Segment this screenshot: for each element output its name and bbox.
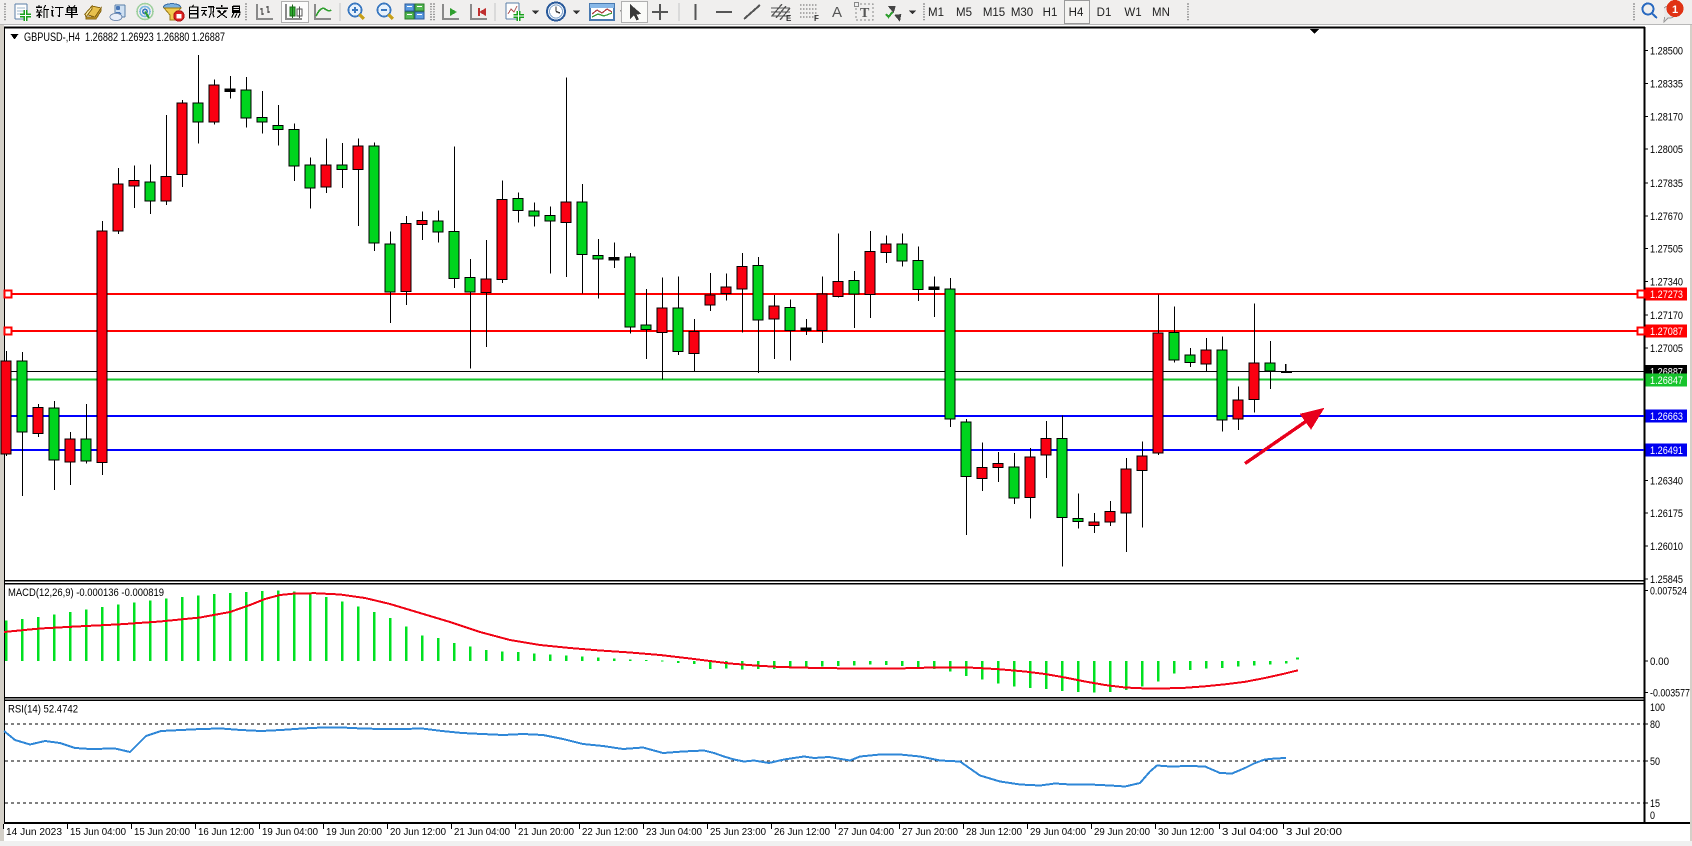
svg-text:25 Jun 23:00: 25 Jun 23:00: [710, 826, 766, 838]
svg-text:0: 0: [1650, 810, 1655, 822]
svg-text:M1: M1: [928, 7, 944, 19]
svg-text:16 Jun 12:00: 16 Jun 12:00: [198, 826, 254, 838]
svg-text:M5: M5: [956, 7, 972, 19]
svg-text:W1: W1: [1124, 7, 1141, 19]
svg-text:21 Jun 04:00: 21 Jun 04:00: [454, 826, 510, 838]
svg-text:1.27670: 1.27670: [1650, 211, 1683, 223]
svg-text:1.27087: 1.27087: [1650, 326, 1683, 338]
svg-text:H1: H1: [1043, 7, 1058, 19]
svg-text:80: 80: [1650, 719, 1660, 731]
svg-text:1: 1: [1672, 4, 1678, 16]
svg-text:1.27835: 1.27835: [1650, 178, 1683, 190]
svg-text:26 Jun 12:00: 26 Jun 12:00: [774, 826, 830, 838]
svg-text:RSI(14) 52.4742: RSI(14) 52.4742: [8, 704, 78, 716]
svg-text:1.27505: 1.27505: [1650, 244, 1683, 256]
svg-text:A: A: [832, 4, 842, 21]
svg-text:19 Jun 20:00: 19 Jun 20:00: [326, 826, 382, 838]
svg-text:22 Jun 12:00: 22 Jun 12:00: [582, 826, 638, 838]
svg-text:100: 100: [1650, 702, 1665, 714]
svg-text:50: 50: [1650, 756, 1660, 768]
svg-text:15 Jun 04:00: 15 Jun 04:00: [70, 826, 126, 838]
svg-text:MACD(12,26,9) -0.000136 -0.000: MACD(12,26,9) -0.000136 -0.000819: [8, 587, 164, 599]
svg-text:15 Jun 20:00: 15 Jun 20:00: [134, 826, 190, 838]
svg-text:20 Jun 12:00: 20 Jun 12:00: [390, 826, 446, 838]
svg-text:GBPUSD-,H4 1.26882 1.26923 1.: GBPUSD-,H4 1.26882 1.26923 1.26880 1.268…: [24, 32, 225, 44]
svg-text:0.007524: 0.007524: [1650, 586, 1687, 598]
svg-text:28 Jun 12:00: 28 Jun 12:00: [966, 826, 1022, 838]
svg-text:H4: H4: [1069, 7, 1084, 19]
svg-text:E: E: [786, 14, 792, 23]
svg-text:M30: M30: [1011, 7, 1033, 19]
svg-text:1.27005: 1.27005: [1650, 343, 1683, 355]
svg-text:0.00: 0.00: [1650, 656, 1669, 668]
svg-text:29 Jun 04:00: 29 Jun 04:00: [1030, 826, 1086, 838]
svg-text:D1: D1: [1097, 7, 1112, 19]
svg-text:1.26491: 1.26491: [1650, 445, 1683, 457]
svg-text:M15: M15: [983, 7, 1005, 19]
svg-text:1.28335: 1.28335: [1650, 78, 1683, 90]
svg-text:T: T: [860, 6, 870, 21]
svg-text:3 Jul 04:00: 3 Jul 04:00: [1222, 826, 1278, 838]
svg-text:1.27273: 1.27273: [1650, 289, 1683, 301]
svg-text:-0.003577: -0.003577: [1650, 688, 1690, 700]
svg-text:1.27340: 1.27340: [1650, 276, 1683, 288]
svg-text:1.28500: 1.28500: [1650, 46, 1683, 58]
svg-text:3 Jul 20:00: 3 Jul 20:00: [1286, 826, 1342, 838]
svg-text:30 Jun 12:00: 30 Jun 12:00: [1158, 826, 1214, 838]
svg-text:15: 15: [1650, 798, 1660, 810]
svg-text:27 Jun 20:00: 27 Jun 20:00: [902, 826, 958, 838]
svg-text:1.28005: 1.28005: [1650, 144, 1683, 156]
svg-text:19 Jun 04:00: 19 Jun 04:00: [262, 826, 318, 838]
svg-text:1.26847: 1.26847: [1650, 375, 1683, 387]
svg-text:27 Jun 04:00: 27 Jun 04:00: [838, 826, 894, 838]
svg-text:23 Jun 04:00: 23 Jun 04:00: [646, 826, 702, 838]
svg-text:1.28170: 1.28170: [1650, 111, 1683, 123]
svg-text:1.27170: 1.27170: [1650, 310, 1683, 322]
svg-text:21 Jun 20:00: 21 Jun 20:00: [518, 826, 574, 838]
svg-text:1.26340: 1.26340: [1650, 475, 1683, 487]
svg-text:F: F: [814, 14, 819, 23]
svg-text:29 Jun 20:00: 29 Jun 20:00: [1094, 826, 1150, 838]
svg-text:MN: MN: [1152, 7, 1170, 19]
svg-text:1.26010: 1.26010: [1650, 541, 1683, 553]
svg-text:1.25845: 1.25845: [1650, 574, 1683, 586]
svg-text:1.26175: 1.26175: [1650, 508, 1683, 520]
svg-text:1.26663: 1.26663: [1650, 411, 1683, 423]
svg-text:14 Jun 2023: 14 Jun 2023: [6, 826, 62, 838]
